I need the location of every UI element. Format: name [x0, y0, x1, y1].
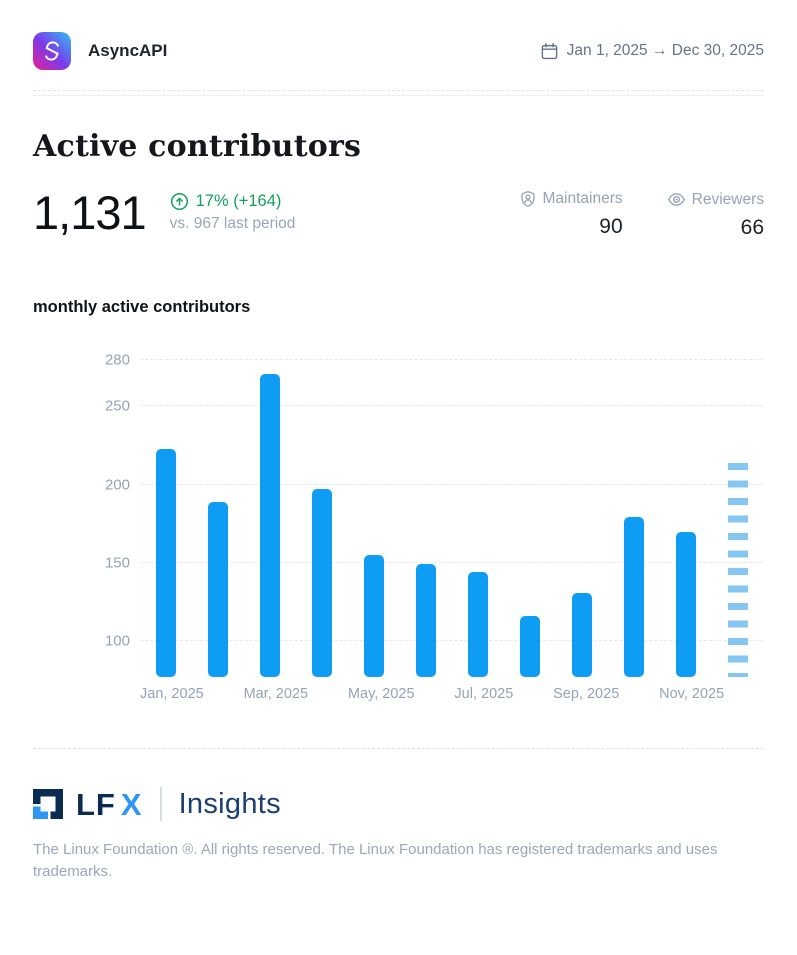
- x-tick-sep-2025: Sep, 2025: [553, 686, 620, 702]
- stats-row: 1,131 17% (+164) vs. 967 last period: [33, 188, 764, 240]
- x-tick-aug-2025: [513, 686, 553, 702]
- bar-slot: [504, 347, 556, 677]
- bar-jan-2025[interactable]: [156, 448, 176, 677]
- trend-value: 17% (+164): [195, 192, 282, 210]
- lfx-logo-lf: LF: [76, 786, 116, 822]
- copyright-text: The Linux Foundation ®. All rights reser…: [33, 841, 718, 880]
- y-tick-250: 250: [104, 397, 130, 415]
- bar-aug-2025[interactable]: [520, 616, 540, 677]
- bar-sep-2025[interactable]: [572, 592, 592, 677]
- bars-container: [140, 347, 764, 677]
- bar-slot: [712, 347, 764, 677]
- date-range-text: Jan 1, 2025 → Dec 30, 2025: [566, 42, 764, 59]
- y-tick-200: 200: [104, 476, 130, 494]
- gridline-280: [140, 358, 762, 360]
- maintainers-shield-icon: [519, 190, 537, 208]
- lfx-logo-x: X: [120, 786, 143, 822]
- y-tick-280: 280: [104, 351, 130, 369]
- x-tick-oct-2025: [619, 686, 659, 702]
- footer: LF X Insights The Linux Foundation ®. All…: [33, 787, 764, 883]
- side-stats: Maintainers 90 Reviewers 66: [519, 188, 764, 240]
- bar-apr-2025[interactable]: [312, 489, 332, 677]
- x-tick-jul-2025: Jul, 2025: [454, 686, 514, 702]
- bar-slot: [452, 347, 504, 677]
- logo-separator: [159, 787, 162, 821]
- trend-comparison: vs. 967 last period: [169, 215, 296, 232]
- x-tick-feb-2025: [204, 686, 244, 702]
- reviewers-stat: Reviewers 66: [667, 190, 764, 240]
- bar-slot: [140, 347, 192, 677]
- calendar-icon: [540, 42, 559, 61]
- page-title: Active contributors: [33, 129, 362, 164]
- maintainers-stat: Maintainers 90: [519, 190, 623, 240]
- gridline-200: [140, 483, 762, 485]
- trend-block: 17% (+164) vs. 967 last period: [170, 192, 296, 233]
- plot-area: [140, 347, 764, 677]
- bar-may-2025[interactable]: [364, 555, 384, 677]
- bar-jun-2025[interactable]: [416, 564, 436, 677]
- x-tick-jun-2025: [415, 686, 455, 702]
- x-tick-mar-2025: Mar, 2025: [243, 686, 309, 702]
- maintainers-value: 90: [599, 215, 623, 238]
- bar-oct-2025[interactable]: [624, 517, 644, 677]
- chart-title: monthly active contributors: [33, 298, 251, 316]
- header: AsyncAPI Jan 1, 2025 → Dec 30, 2025: [33, 0, 764, 70]
- project-name: AsyncAPI: [88, 41, 168, 60]
- bar-slot: [400, 347, 452, 677]
- bar-slot: [348, 347, 400, 677]
- footer-divider: [33, 748, 764, 749]
- x-tick-nov-2025: Nov, 2025: [659, 686, 725, 702]
- maintainers-label: Maintainers: [542, 190, 623, 207]
- lfx-insights-logo: LF X Insights: [33, 787, 764, 821]
- bar-mar-2025[interactable]: [260, 373, 280, 677]
- x-axis-labels: Jan, 2025 Mar, 2025 May, 2025 Jul, 2025 Sep,…: [33, 686, 764, 702]
- bar-slot: [556, 347, 608, 677]
- bar-feb-2025[interactable]: [208, 501, 228, 677]
- x-tick-may-2025: May, 2025: [347, 686, 415, 702]
- y-tick-100: 100: [104, 632, 130, 650]
- trend-up-icon: [170, 192, 189, 211]
- x-tick-dec-2025: [724, 686, 764, 702]
- asyncapi-logo-icon: [33, 32, 71, 70]
- reviewers-value: 66: [740, 216, 764, 239]
- y-axis: 100 150 200 250 280: [33, 347, 140, 677]
- bar-jul-2025[interactable]: [468, 572, 488, 677]
- lfx-bracket-icon: [33, 789, 63, 819]
- bar-nov-2025[interactable]: [676, 531, 696, 677]
- bar-slot: [192, 347, 244, 677]
- gridline-150: [140, 561, 762, 563]
- monthly-contributors-chart: 100 150 200 250 280: [33, 347, 764, 677]
- x-tick-apr-2025: [308, 686, 348, 702]
- brand: AsyncAPI: [33, 32, 167, 70]
- x-tick-jan-2025: Jan, 2025: [140, 686, 204, 702]
- metric-value: 1,131: [33, 186, 147, 239]
- bar-slot: [296, 347, 348, 677]
- reviewers-eye-icon: [667, 190, 686, 209]
- bar-slot: [660, 347, 712, 677]
- y-tick-150: 150: [104, 554, 130, 572]
- bar-dec-2025[interactable]: [728, 462, 748, 677]
- date-range: Jan 1, 2025 → Dec 30, 2025: [540, 42, 764, 61]
- insights-wordmark: Insights: [178, 787, 281, 820]
- header-divider: [33, 90, 764, 96]
- bar-slot: [244, 347, 296, 677]
- gridline-100: [140, 640, 762, 642]
- reviewers-label: Reviewers: [691, 190, 764, 208]
- gridline-250: [140, 405, 762, 407]
- bar-slot: [608, 347, 660, 677]
